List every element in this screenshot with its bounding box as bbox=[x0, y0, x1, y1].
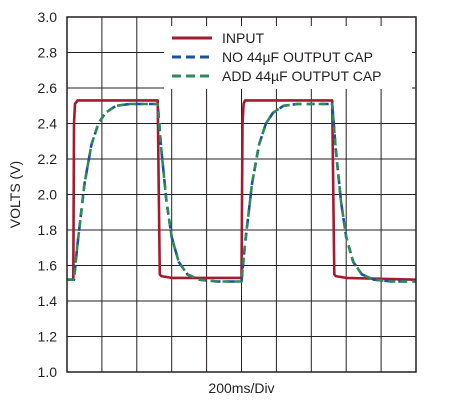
y-tick-label: 2.6 bbox=[38, 80, 58, 96]
x-axis-label: 200ms/Div bbox=[208, 380, 274, 396]
y-tick-label: 2.2 bbox=[38, 151, 58, 167]
y-axis-label: VOLTS (V) bbox=[7, 161, 23, 228]
y-tick-label: 1.2 bbox=[38, 329, 58, 345]
legend-label: INPUT bbox=[222, 30, 264, 46]
series-lines bbox=[67, 99, 417, 283]
y-tick-label: 2.4 bbox=[38, 116, 58, 132]
y-tick-label: 2.0 bbox=[38, 187, 58, 203]
y-tick-label: 2.8 bbox=[38, 45, 58, 61]
y-tick-label: 1.8 bbox=[38, 222, 58, 238]
series-line bbox=[67, 99, 417, 282]
legend-label: NO 44µF OUTPUT CAP bbox=[222, 49, 373, 65]
y-tick-label: 1.0 bbox=[38, 364, 58, 380]
legend: INPUT NO 44µF OUTPUT CAP ADD 44µF OUTPUT C… bbox=[164, 26, 412, 89]
y-tick-labels: 1.0 1.2 1.4 1.6 1.8 2.0 2.2 2.4 2.6 2.8 3.0 bbox=[38, 9, 58, 380]
legend-label: ADD 44µF OUTPUT CAP bbox=[222, 68, 382, 84]
y-tick-label: 1.4 bbox=[38, 293, 58, 309]
series-line bbox=[67, 102, 416, 283]
y-tick-label: 1.6 bbox=[38, 258, 58, 274]
y-tick-label: 3.0 bbox=[38, 9, 58, 25]
plot-frame bbox=[66, 16, 417, 373]
